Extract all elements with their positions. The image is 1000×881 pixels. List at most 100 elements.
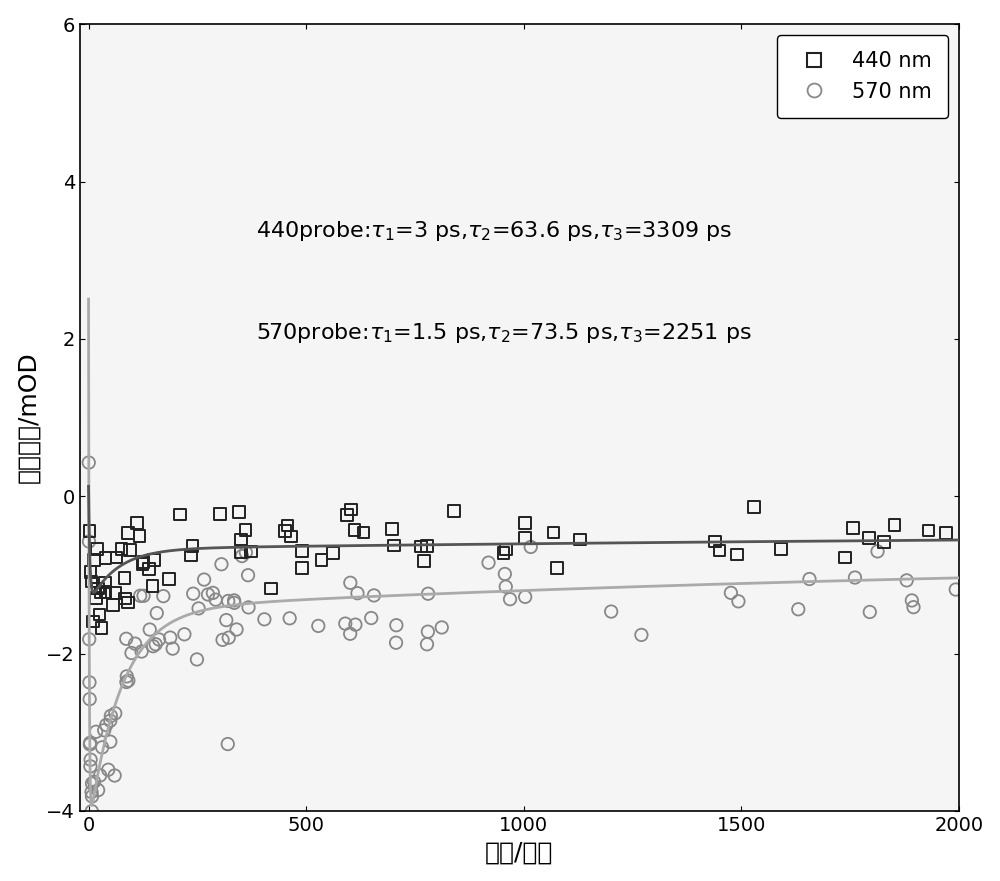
Point xyxy=(517,531,533,545)
Point xyxy=(129,516,145,530)
Point xyxy=(481,556,497,570)
Point xyxy=(151,633,167,647)
Point xyxy=(189,653,205,667)
Point xyxy=(517,516,533,530)
Point xyxy=(221,631,237,645)
Point xyxy=(92,768,108,782)
Point xyxy=(419,539,435,553)
Point xyxy=(420,587,436,601)
Point xyxy=(213,557,229,571)
Point xyxy=(82,737,98,751)
Point xyxy=(263,581,279,596)
Point xyxy=(730,595,746,609)
Point xyxy=(496,546,512,560)
Point xyxy=(82,692,98,707)
Point xyxy=(107,707,123,721)
Point xyxy=(149,606,165,620)
Point xyxy=(117,591,133,605)
Point xyxy=(220,594,236,608)
Point xyxy=(172,507,188,522)
Point xyxy=(366,589,382,603)
Point xyxy=(97,575,113,589)
Point xyxy=(498,580,514,594)
Point xyxy=(325,546,341,560)
Point xyxy=(238,522,254,537)
Point xyxy=(176,627,192,641)
Point xyxy=(283,529,299,544)
Point xyxy=(845,522,861,536)
Legend: 440 nm, 570 nm: 440 nm, 570 nm xyxy=(777,34,948,118)
Point xyxy=(746,500,762,515)
Point xyxy=(212,507,228,521)
Point xyxy=(282,611,298,626)
Point xyxy=(120,596,136,610)
X-axis label: 寿命/皮秒: 寿命/皮秒 xyxy=(485,840,553,864)
Point xyxy=(938,526,954,540)
Point xyxy=(801,572,817,586)
Point xyxy=(904,594,920,608)
Point xyxy=(899,574,915,588)
Point xyxy=(183,549,199,563)
Point xyxy=(165,641,181,655)
Point xyxy=(118,675,134,689)
Point xyxy=(208,593,224,607)
Point xyxy=(105,598,121,612)
Point xyxy=(82,759,98,774)
Point xyxy=(220,737,236,751)
Point xyxy=(517,589,533,603)
Point xyxy=(342,576,358,590)
Point xyxy=(120,674,136,688)
Point xyxy=(218,613,234,627)
Point xyxy=(82,736,98,750)
Point xyxy=(886,518,902,532)
Point xyxy=(83,818,99,832)
Point xyxy=(87,581,103,596)
Point xyxy=(116,571,132,585)
Point xyxy=(84,785,100,799)
Point xyxy=(384,522,400,537)
Point xyxy=(123,646,139,660)
Point xyxy=(136,589,152,603)
Point xyxy=(90,581,106,596)
Point xyxy=(729,547,745,561)
Point xyxy=(277,524,293,538)
Point xyxy=(337,617,353,631)
Point xyxy=(837,551,853,565)
Point xyxy=(161,572,177,586)
Point xyxy=(294,561,310,575)
Point xyxy=(388,618,404,633)
Point xyxy=(134,558,150,572)
Point xyxy=(84,804,100,818)
Point xyxy=(81,455,97,470)
Point xyxy=(215,633,231,647)
Point xyxy=(90,783,106,797)
Point xyxy=(100,763,116,777)
Point xyxy=(81,633,97,647)
Point xyxy=(234,549,250,563)
Point xyxy=(342,626,358,640)
Point xyxy=(349,586,365,600)
Point xyxy=(88,725,104,739)
Point xyxy=(416,553,432,567)
Point xyxy=(279,518,295,532)
Point xyxy=(346,522,362,537)
Point xyxy=(92,586,108,600)
Point xyxy=(148,637,164,651)
Point xyxy=(313,553,329,567)
Point xyxy=(343,502,359,516)
Point xyxy=(113,542,129,556)
Point xyxy=(310,618,326,633)
Point xyxy=(420,625,436,639)
Point xyxy=(141,562,157,576)
Point xyxy=(131,529,147,543)
Point xyxy=(707,535,723,549)
Point xyxy=(196,573,212,587)
Point xyxy=(88,591,104,605)
Point xyxy=(388,636,404,650)
Point xyxy=(81,535,97,549)
Point xyxy=(83,814,99,828)
Point xyxy=(920,523,936,537)
Point xyxy=(876,535,892,549)
Point xyxy=(226,596,242,610)
Point xyxy=(773,542,789,556)
